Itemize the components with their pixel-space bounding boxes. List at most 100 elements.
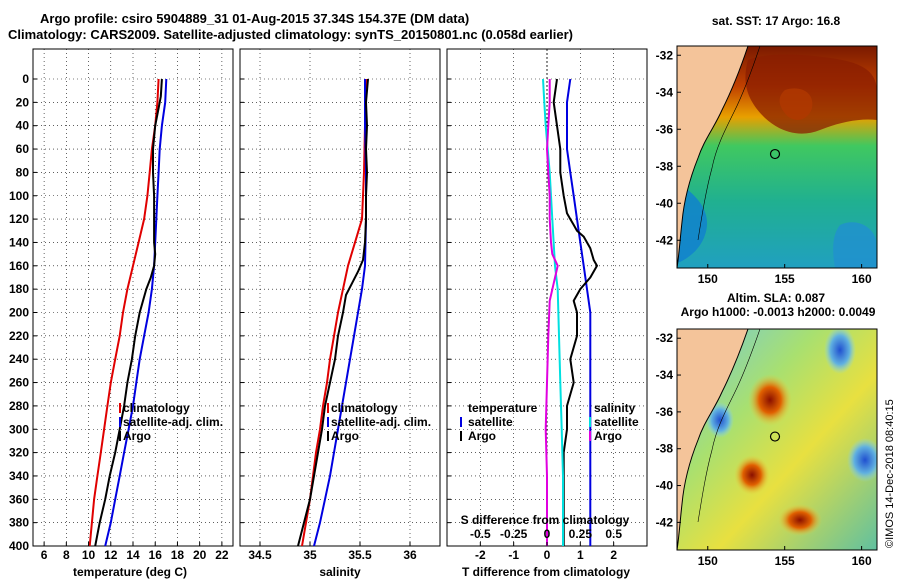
title-line-1: Argo profile: csiro 5904889_31 01-Aug-20… <box>40 11 470 26</box>
sst-map-frame <box>676 45 878 269</box>
sst-isobath <box>697 46 761 241</box>
difference-series <box>542 78 598 546</box>
salinity-difference-label: S difference from climatology <box>461 513 630 527</box>
x-tick-label: 12 <box>104 548 118 562</box>
depth-tick-label: 400 <box>9 539 29 553</box>
sla-map: Altim. SLA: 0.087 Argo h1000: -0.0013 h2… <box>656 291 878 568</box>
sst-map: sat. SST: 17 Argo: 16.8 -32-34-36-38-40-… <box>656 14 878 286</box>
depth-tick-label: 20 <box>16 95 30 109</box>
sst-cold-patch-east <box>833 222 877 268</box>
sla-warm-eddy <box>748 374 792 426</box>
depth-tick-label: 160 <box>9 259 29 273</box>
sla-cold-eddy <box>824 329 856 374</box>
temperature-x-ticks: 6 8 10 12 14 16 18 20 22 <box>41 542 229 562</box>
lat-tick-label: -32 <box>656 331 674 345</box>
salinity-panel: 34.5 35 35.5 36 salinity climatology satell… <box>239 48 441 579</box>
depth-tick-label: 60 <box>16 142 30 156</box>
depth-tick-label: 80 <box>16 165 30 179</box>
salinity-series <box>297 78 369 547</box>
series-argo <box>297 78 369 547</box>
series-argo <box>94 78 163 547</box>
depth-tick-label: 220 <box>9 329 29 343</box>
legend-s-argo-label: Argo <box>594 429 622 443</box>
legend-climatology-label: climatology <box>331 401 398 415</box>
difference-x-ticks: -2 -1 0 1 2 <box>475 542 617 562</box>
sla-cold-eddy <box>706 402 734 438</box>
x-tick-label: 35 <box>303 548 317 562</box>
lat-tick-label: -38 <box>656 442 674 456</box>
s-tick-label: -0.25 <box>500 527 528 541</box>
sst-warm-region <box>745 54 877 134</box>
difference-salinity-legend: salinity satellite Argo <box>589 401 639 443</box>
series-temperature-argo <box>552 78 598 546</box>
difference-temperature-legend: temperature satellite Argo <box>460 401 538 443</box>
sla-cold-eddy <box>847 438 877 482</box>
x-tick-label: 16 <box>149 548 163 562</box>
lon-tick-label: 150 <box>698 272 718 286</box>
depth-tick-label: 320 <box>9 446 29 460</box>
legend-t-satellite-label: satellite <box>468 415 513 429</box>
sst-cold-patch <box>677 190 708 262</box>
title-line-2: Climatology: CARS2009. Satellite-adjuste… <box>8 27 573 42</box>
lat-tick-label: -40 <box>656 196 674 210</box>
series-satellite-adj-clim- <box>104 78 168 547</box>
lon-tick-label: 150 <box>698 554 718 568</box>
imos-credit: ©IMOS 14-Dec-2018 08:40:15 <box>884 399 896 548</box>
sst-float-marker <box>769 148 781 160</box>
sst-map-title: sat. SST: 17 Argo: 16.8 <box>712 14 841 28</box>
series-salinity-argo <box>544 79 559 546</box>
x-tick-label: 1 <box>577 548 584 562</box>
x-tick-label: -2 <box>475 548 486 562</box>
legend-t-argo-label: Argo <box>468 429 496 443</box>
lat-tick-label: -42 <box>656 233 674 247</box>
x-tick-label: 14 <box>126 548 140 562</box>
lon-tick-label: 160 <box>852 272 872 286</box>
legend-satellite-label: satellite-adj. clim. <box>331 415 431 429</box>
depth-tick-label: 200 <box>9 306 29 320</box>
lon-tick-label: 155 <box>775 272 795 286</box>
sst-land <box>677 46 748 268</box>
sst-lat-ticks: -32 -34 -36 -38 -40 -42 <box>656 48 681 247</box>
legend-argo-label: Argo <box>123 429 151 443</box>
legend-argo-label: Argo <box>331 429 359 443</box>
sst-warm-patch <box>779 88 813 120</box>
salinity-difference-ticks: -0.5 -0.25 0 0.25 0.5 <box>470 527 622 541</box>
sla-map-subtitle: Argo h1000: -0.0013 h2000: 0.0049 <box>681 305 876 319</box>
x-tick-label: 10 <box>82 548 96 562</box>
sst-coastline <box>677 46 749 268</box>
s-tick-label: 0 <box>544 527 551 541</box>
series-temperature-satellite <box>566 78 592 546</box>
salinity-x-ticks: 34.5 35 35.5 36 <box>248 542 417 562</box>
legend-temperature-heading: temperature <box>468 401 538 415</box>
x-tick-label: 2 <box>610 548 617 562</box>
temperature-series <box>88 78 168 547</box>
depth-tick-label: 0 <box>22 72 29 86</box>
depth-tick-label: 140 <box>9 235 29 249</box>
salinity-plot-frame <box>239 48 441 547</box>
x-tick-label: 18 <box>171 548 185 562</box>
series-climatology <box>88 78 160 547</box>
salinity-legend: climatology satellite-adj. clim. Argo <box>327 401 431 443</box>
x-tick-label: 36 <box>403 548 417 562</box>
depth-tick-label: 360 <box>9 492 29 506</box>
temperature-legend: climatology satellite-adj. clim. Argo <box>119 401 223 443</box>
sla-land <box>677 329 748 550</box>
lat-tick-label: -38 <box>656 159 674 173</box>
depth-axis-ticks: 0 20 40 60 80 100 120 140 160 180 200 220 240 260 280 3… <box>9 72 29 553</box>
x-tick-label: 35.5 <box>348 548 372 562</box>
depth-tick-label: 260 <box>9 376 29 390</box>
x-tick-label: 34.5 <box>248 548 272 562</box>
sla-warm-eddy <box>778 504 822 536</box>
lat-tick-label: -34 <box>656 368 674 382</box>
legend-satellite-label: satellite-adj. clim. <box>123 415 223 429</box>
s-tick-label: -0.5 <box>470 527 491 541</box>
sla-lat-ticks: -32 -34 -36 -38 -40 -42 <box>656 331 681 529</box>
sla-warm-eddy <box>734 455 770 495</box>
lat-tick-label: -34 <box>656 85 674 99</box>
lat-tick-label: -36 <box>656 122 674 136</box>
depth-tick-label: 100 <box>9 189 29 203</box>
lon-tick-label: 155 <box>775 554 795 568</box>
x-tick-label: 0 <box>544 548 551 562</box>
legend-salinity-heading: salinity <box>594 401 636 415</box>
